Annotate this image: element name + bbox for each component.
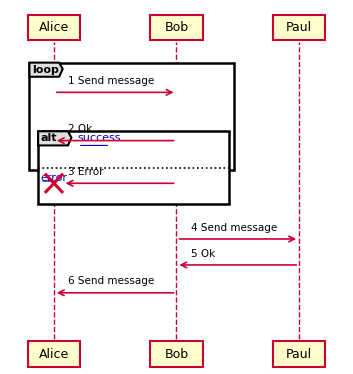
Text: 1 Send message: 1 Send message: [68, 76, 154, 86]
Bar: [38, 131, 229, 204]
Text: Alice: Alice: [39, 347, 69, 361]
Bar: [29, 62, 234, 170]
Text: Paul: Paul: [286, 347, 312, 361]
Bar: [150, 15, 203, 40]
Bar: [28, 15, 80, 40]
Text: 4 Send message: 4 Send message: [191, 223, 277, 233]
Text: Bob: Bob: [164, 21, 189, 34]
Text: 5 Ok: 5 Ok: [191, 249, 215, 259]
Text: Paul: Paul: [286, 21, 312, 34]
Text: 2 Ok: 2 Ok: [68, 124, 92, 134]
Bar: [150, 341, 203, 367]
Text: alt: alt: [41, 134, 58, 143]
Text: success: success: [78, 134, 121, 143]
Text: Alice: Alice: [39, 21, 69, 34]
Polygon shape: [38, 131, 71, 145]
Bar: [273, 341, 325, 367]
Bar: [273, 15, 325, 40]
Text: Bob: Bob: [164, 347, 189, 361]
Polygon shape: [29, 62, 63, 77]
Text: loop: loop: [32, 65, 59, 75]
Text: 3 Error: 3 Error: [68, 167, 103, 177]
Bar: [28, 341, 80, 367]
Text: 6 Send message: 6 Send message: [68, 276, 154, 286]
Text: error: error: [40, 173, 67, 183]
